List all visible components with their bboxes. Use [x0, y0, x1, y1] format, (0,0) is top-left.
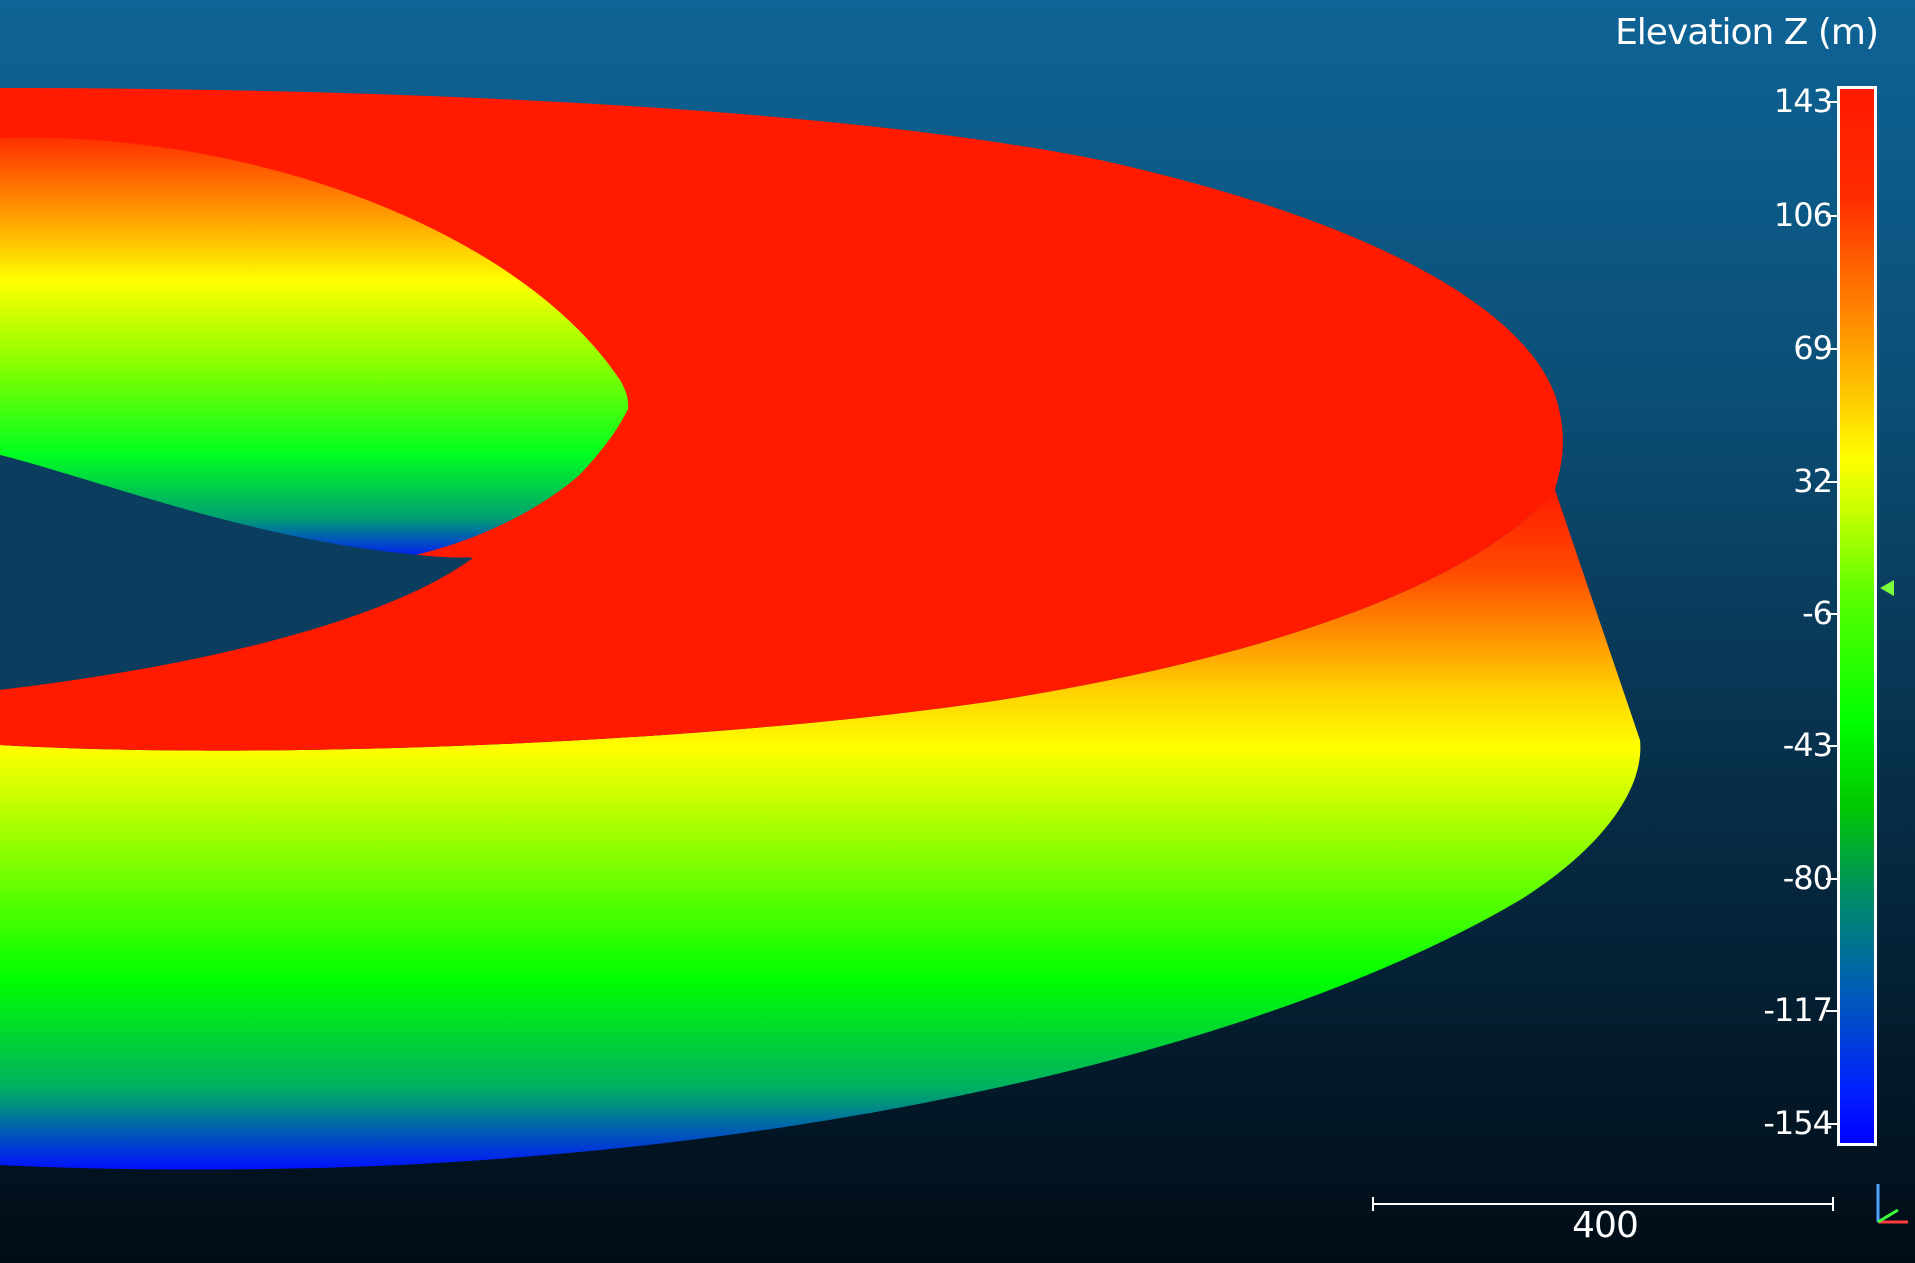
scale-bar [1372, 1203, 1834, 1205]
tick-mark [1826, 1010, 1837, 1012]
scalar-bar-value-marker[interactable] [1880, 580, 1894, 596]
tick-label: -117 [1763, 991, 1833, 1029]
tick-label: 106 [1773, 196, 1833, 234]
tick-mark [1826, 613, 1837, 615]
tick-mark [1826, 481, 1837, 483]
tick-mark [1826, 101, 1837, 103]
tick-mark [1826, 215, 1837, 217]
tick-mark [1826, 878, 1837, 880]
tick-label: -80 [1782, 859, 1833, 897]
color-scale-bar [1837, 86, 1877, 1146]
tick-mark [1826, 1123, 1837, 1125]
ring-hole [0, 455, 473, 690]
scalar-bar-title: Elevation Z (m) [1615, 12, 1879, 53]
axis-triad-icon[interactable] [1872, 1180, 1912, 1228]
ring-top-face-front-lip [0, 405, 900, 740]
scale-bar-label: 400 [1572, 1205, 1639, 1246]
ring-outer-wall [0, 490, 1641, 1170]
tick-mark [1826, 348, 1837, 350]
tick-label: -43 [1782, 726, 1833, 764]
scale-bar-tick [1832, 1197, 1834, 1211]
tick-label: -154 [1763, 1104, 1833, 1142]
tick-mark [1826, 745, 1837, 747]
tick-label: 143 [1773, 82, 1833, 120]
ring-inner-wall [0, 137, 629, 561]
